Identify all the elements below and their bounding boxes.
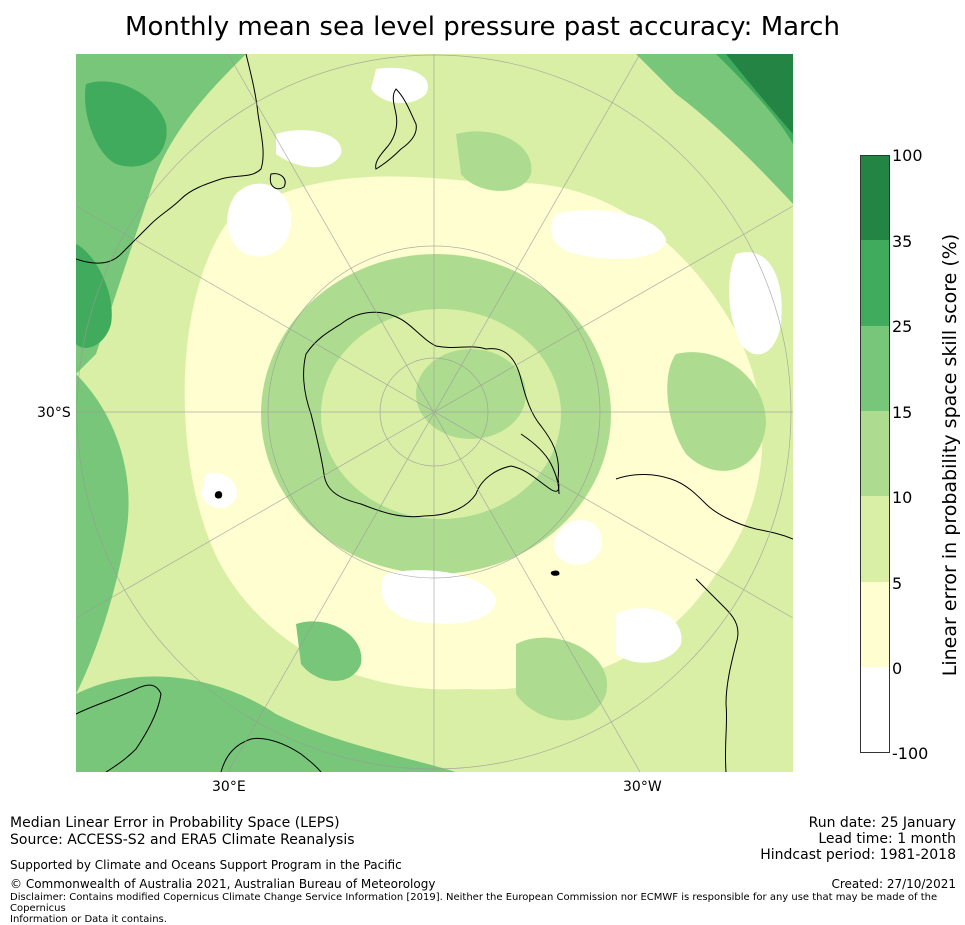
lon-label-30e: 30°E <box>212 779 246 795</box>
footer-created: Created: 27/10/2021 <box>831 877 956 891</box>
footer-support: Supported by Climate and Oceans Support … <box>10 858 402 872</box>
colorbar-tick-label: 35 <box>892 234 912 250</box>
madagascar <box>215 491 222 498</box>
colorbar-tick-label: 100 <box>892 148 923 164</box>
colorbar-tick-label: 15 <box>892 405 912 421</box>
map-canvas <box>76 54 793 772</box>
footer-disclaimer-line2: Information or Data it contains. <box>10 914 950 925</box>
polar-map <box>76 54 793 772</box>
colorbar-tick-label: 5 <box>892 576 902 592</box>
colorbar-tick-label: 0 <box>892 661 902 677</box>
footer-disclaimer: Disclaimer: Contains modified Copernicus… <box>10 892 950 925</box>
footer-disclaimer-line1: Disclaimer: Contains modified Copernicus… <box>10 892 950 914</box>
footer-copyright: © Commonwealth of Australia 2021, Austra… <box>10 877 435 891</box>
lon-label-30w: 30°W <box>623 779 662 795</box>
footer-hindcast: Hindcast period: 1981-2018 <box>760 847 956 864</box>
colorbar-tick-label: -100 <box>892 746 928 762</box>
footer-lead-time: Lead time: 1 month <box>818 831 956 848</box>
footer-method: Median Linear Error in Probability Space… <box>10 815 340 832</box>
colorbar-tick-label: 25 <box>892 319 912 335</box>
core-green <box>416 349 526 439</box>
footer-source: Source: ACCESS-S2 and ERA5 Climate Reana… <box>10 832 355 849</box>
footer-run-date: Run date: 25 January <box>809 815 956 832</box>
chart-title: Monthly mean sea level pressure past acc… <box>0 12 965 42</box>
lat-label-30s: 30°S <box>37 405 71 421</box>
colorbar-tick-label: 10 <box>892 490 912 506</box>
colorbar-outline <box>860 155 890 753</box>
colorbar <box>860 155 890 753</box>
colorbar-title: Linear error in probability space skill … <box>939 234 961 676</box>
white-patch-1 <box>227 184 291 257</box>
